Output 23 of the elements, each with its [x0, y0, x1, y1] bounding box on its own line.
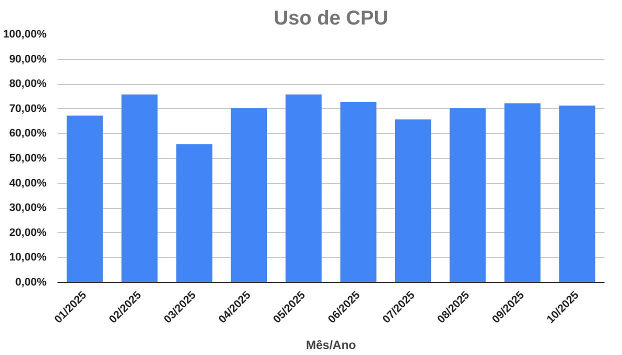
- y-tick-label: 60,00%: [9, 128, 47, 140]
- bar: [230, 108, 267, 282]
- y-tick-label: 0,00%: [15, 276, 47, 288]
- bar: [286, 94, 322, 282]
- y-tick-label: 50,00%: [9, 152, 47, 164]
- bar: [66, 116, 103, 282]
- y-tick-label: 40,00%: [9, 177, 47, 190]
- y-tick-label: 90,00%: [9, 53, 47, 66]
- y-tick-label: 30,00%: [9, 202, 47, 214]
- y-tick-label: 20,00%: [9, 226, 47, 239]
- y-tick-label: 10,00%: [9, 252, 47, 264]
- chart-title: Uso de CPU: [274, 8, 388, 30]
- y-tick-label: 100,00%: [3, 28, 47, 40]
- y-tick-label: 70,00%: [9, 102, 47, 115]
- x-axis-title: Mês/Ano: [306, 338, 356, 352]
- bar: [176, 144, 212, 282]
- bar: [504, 103, 540, 282]
- bar: [122, 94, 158, 282]
- bar: [559, 106, 596, 282]
- bar: [450, 108, 486, 282]
- bar: [340, 102, 376, 282]
- y-tick-label: 80,00%: [9, 78, 47, 90]
- bar: [395, 119, 432, 282]
